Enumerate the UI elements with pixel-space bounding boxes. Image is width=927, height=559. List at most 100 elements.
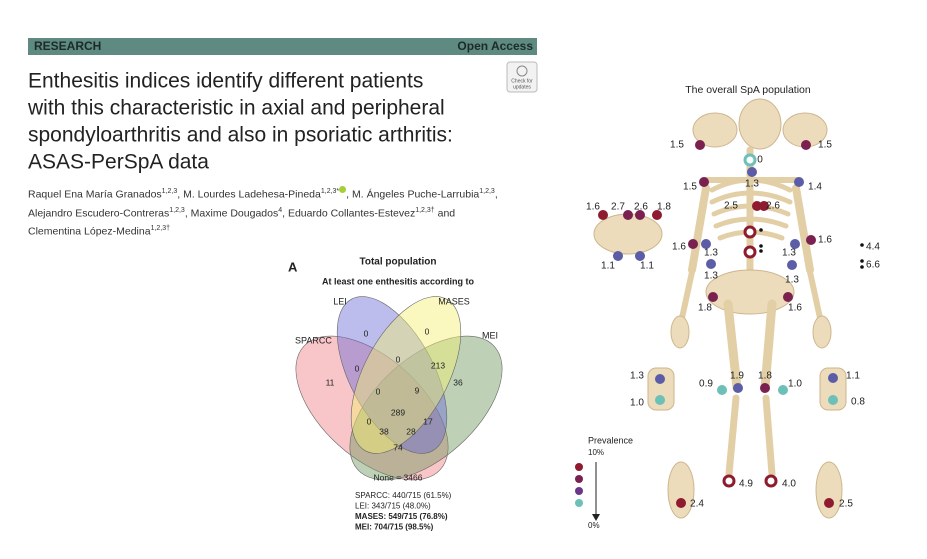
- affiliation: 1,2,3†: [150, 225, 171, 232]
- site-dot: [655, 374, 665, 384]
- site-marker: [860, 259, 864, 263]
- site-label: 4.0: [782, 479, 796, 490]
- site-ring: [743, 245, 757, 259]
- region-count: 74: [393, 442, 403, 452]
- femur: [723, 299, 742, 393]
- ribs: [709, 177, 793, 241]
- set-mei: [349, 335, 503, 481]
- open-access[interactable]: Open Access: [457, 39, 533, 53]
- site-label: 2.5: [839, 499, 853, 510]
- site-label: 1.6: [586, 202, 600, 213]
- site-label: 1.3: [704, 248, 718, 259]
- site-ring: [764, 474, 778, 488]
- update-badge[interactable]: [506, 61, 538, 93]
- author-name: Alejandro Escudero-Contreras: [28, 207, 170, 219]
- site-dot: [708, 292, 718, 302]
- site-marker: [759, 228, 763, 232]
- site-label: 1.8: [657, 202, 671, 213]
- site-label: 1.1: [846, 371, 860, 382]
- site-label: 1.6: [818, 235, 832, 246]
- badge-icon: [516, 65, 528, 77]
- region-count: 36: [453, 377, 463, 387]
- stat-line: MASES: 549/715 (76.8%): [355, 512, 448, 521]
- legend-dot: [575, 499, 583, 507]
- region-count: 0: [355, 363, 360, 373]
- femur: [760, 299, 777, 393]
- region-count: 17: [423, 416, 433, 426]
- site-label: 1.1: [640, 261, 654, 272]
- site-dot: [794, 177, 804, 187]
- site-label: 1.9: [730, 371, 744, 382]
- site-dot: [635, 210, 645, 220]
- set-label: MASES: [438, 296, 470, 306]
- site-marker: [860, 265, 864, 269]
- set-mases: [350, 296, 462, 454]
- region-count: 38: [379, 426, 389, 436]
- legend-title: Prevalence: [588, 435, 633, 445]
- region-count: 213: [431, 360, 445, 370]
- authors: Raquel Ena María Granados1,2,3, M. Lourd…: [28, 184, 498, 240]
- site-label: 1.5: [670, 140, 684, 151]
- site-dot: [695, 140, 705, 150]
- site-label: 1.8: [758, 371, 772, 382]
- site-label: 4.9: [739, 479, 753, 490]
- site-dot: [701, 239, 711, 249]
- header-bar: [28, 38, 537, 55]
- separator: ,: [494, 188, 498, 201]
- affiliation: 1,2,3†: [415, 206, 435, 214]
- hand: [670, 315, 690, 349]
- stat-line: SPARCC: 440/715 (61.5%): [355, 491, 452, 500]
- site-dot: [752, 201, 762, 211]
- site-marker: [860, 243, 864, 247]
- site-label: 1.5: [683, 182, 697, 193]
- title-line: with this characteristic in axial and pe…: [27, 97, 445, 120]
- site-ring: [743, 225, 757, 239]
- set-sparcc: [295, 335, 449, 481]
- tibia: [725, 394, 740, 478]
- site-dot: [806, 235, 816, 245]
- site-label: 1.3: [745, 179, 759, 190]
- author-name: Clementina López-Medina: [28, 225, 151, 238]
- site-label: 2.7: [611, 202, 625, 213]
- site-dot: [759, 201, 769, 211]
- legend-top: 10%: [588, 448, 604, 457]
- tibia: [762, 394, 776, 478]
- stat-line: LEI: 343/715 (48.0%): [355, 502, 431, 511]
- orcid-icon: [339, 186, 347, 193]
- legend-arrowhead: [592, 514, 600, 521]
- set-label: MEI: [482, 330, 498, 340]
- region-count: 289: [391, 407, 405, 417]
- site-dot: [623, 210, 633, 220]
- site-dot: [828, 373, 838, 383]
- site-dot: [828, 395, 838, 405]
- site-dot: [733, 383, 743, 393]
- site-marker: [759, 249, 763, 253]
- affiliation: 1,2,3: [479, 188, 495, 195]
- affiliation: 1,2,3: [169, 206, 185, 214]
- set-label: LEI: [333, 296, 347, 306]
- title-line: ASAS-PerSpA data: [28, 151, 209, 174]
- region-count: 0: [364, 328, 369, 338]
- affiliation: 1,2,3*: [320, 188, 340, 195]
- separator: ,: [346, 188, 352, 201]
- site-dot: [688, 239, 698, 249]
- author-name: M. Lourdes Ladehesa-Pineda: [183, 188, 321, 201]
- separator: ,: [184, 207, 191, 219]
- author-name: M. Ángeles Puche-Larrubia: [352, 188, 480, 201]
- separator: ,: [282, 207, 288, 219]
- foot-sole: [815, 461, 843, 519]
- region-count: 0: [376, 386, 381, 396]
- hand: [812, 315, 832, 349]
- title-line: Enthesitis indices identify different pa…: [28, 70, 423, 93]
- author-name: Eduardo Collantes-Estevez: [287, 207, 416, 219]
- arm: [792, 184, 814, 274]
- site-label: 0.9: [699, 379, 713, 390]
- skeleton: [593, 98, 847, 519]
- site-label: 0: [757, 155, 763, 166]
- site-label: 1.5: [818, 140, 832, 151]
- site-label: 2.6: [766, 201, 780, 212]
- site-dot: [787, 260, 797, 270]
- site-ring: [743, 153, 757, 167]
- site-dot: [717, 385, 727, 395]
- set-label: SPARCC: [295, 335, 332, 345]
